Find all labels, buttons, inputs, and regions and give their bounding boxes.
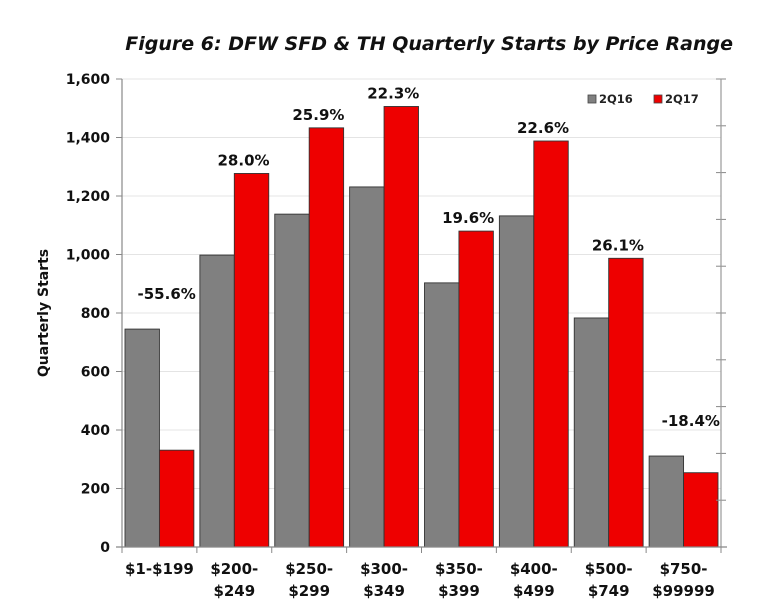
percent-change-label: 25.9% [292,106,344,124]
x-category-label: $299 [288,582,330,600]
bar-2q16 [199,254,235,548]
x-category-label: $750- [660,560,708,578]
axes [116,78,727,553]
legend: 2Q16 2Q17 [587,92,699,106]
bar-2q16 [648,455,685,548]
y-tick-label: 1,600 [66,72,111,88]
y-tick-label: 1,000 [66,248,111,264]
x-category-label: $350- [435,560,483,578]
percent-change-label: 26.1% [592,236,644,254]
bar-2q17 [308,127,345,548]
bars [124,106,719,548]
tick-labels: 0 200 400 600 800 1,000 1,200 1,400 1,600 $1-$199… [66,72,715,600]
y-tick-label: 600 [81,365,110,381]
x-category-label: $200- [210,560,258,578]
x-category-label: $250- [285,560,333,578]
percent-change-label: 22.6% [517,119,569,137]
y-tick-label: 200 [81,482,110,498]
x-category-label: $399 [438,582,480,600]
bar-2q17 [383,106,419,548]
data-labels: -55.6% 28.0% 25.9% 22.3% 19.6% 22.6% 26.1% -18.… [138,84,720,430]
chart-title: Figure 6: DFW SFD & TH Quarterly Starts … [125,33,733,55]
bar-2q17 [233,173,270,548]
bar-2q16 [349,186,385,548]
x-category-label: $99999 [652,582,715,600]
bar-2q17 [533,140,569,548]
bar-2q17 [458,230,494,548]
percent-change-label: 22.3% [367,84,419,102]
y-axis-title: Quarterly Starts [36,249,52,377]
x-category-label: $500- [585,560,633,578]
percent-change-label: 19.6% [442,209,494,227]
bar-2q17 [608,257,644,548]
bar-2q17 [683,472,719,548]
bar-2q16 [124,328,160,548]
y-tick-label: 800 [81,306,110,322]
y-tick-label: 0 [100,540,110,556]
percent-change-label: 28.0% [218,151,270,169]
legend-swatch-2q16 [587,94,597,104]
bar-2q16 [498,215,535,548]
legend-label-2q17: 2Q17 [665,92,699,106]
x-category-label: $499 [513,582,555,600]
x-category-label: $249 [213,582,255,600]
bar-2q16 [274,213,310,548]
x-category-label: $349 [363,582,405,600]
y-tick-label: 1,400 [66,131,111,147]
x-category-label: $749 [588,582,630,600]
x-category-label: $300- [360,560,408,578]
y-tick-label: 400 [81,423,110,439]
percent-change-label: -55.6% [138,285,196,303]
y-tick-label: 1,200 [66,189,111,205]
bar-2q16 [573,317,610,548]
bar-2q17 [158,449,195,548]
legend-swatch-2q17 [653,94,663,104]
x-category-label: $1-$199 [125,560,194,578]
percent-change-label: -18.4% [662,412,720,430]
legend-label-2q16: 2Q16 [599,92,633,106]
bar-2q16 [424,282,460,548]
x-category-label: $400- [510,560,558,578]
